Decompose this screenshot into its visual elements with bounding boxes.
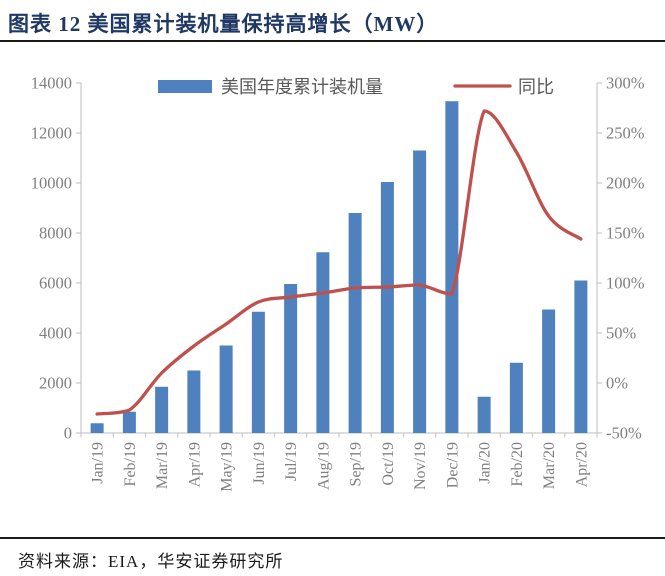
x-axis-label: Oct/19 [380,442,397,486]
y-axis-left-tick-label: 12000 [31,124,72,143]
y-axis-left-tick-label: 6000 [39,274,72,293]
x-axis-label: Apr/19 [186,442,203,487]
legend-bar-swatch [158,80,212,93]
y-axis-left-tick-label: 10000 [31,174,72,193]
y-axis-right-tick-label: 0% [606,374,628,393]
legend-line-label: 同比 [518,77,554,97]
x-axis-label: Sep/19 [348,442,365,486]
y-axis-left-tick-label: 0 [64,424,72,443]
x-axis-label: Feb/20 [509,442,526,486]
y-axis-left-tick-label: 14000 [31,74,72,93]
y-axis-left-tick-label: 2000 [39,374,72,393]
x-axis-label: Jan/19 [90,442,107,484]
bar-Apr/19 [187,370,201,433]
source-divider [0,537,665,539]
bar-Mar/20 [542,309,556,433]
title-divider [0,40,665,42]
bar-Mar/19 [155,386,169,433]
x-axis-label: Feb/19 [122,442,139,486]
bar-Nov/19 [413,150,427,433]
y-axis-left-tick-label: 8000 [39,224,72,243]
bar-Jun/19 [251,311,265,433]
bar-Jan/20 [477,396,491,433]
x-axis-label: Jan/20 [477,442,494,484]
bar-Jul/19 [284,284,298,433]
source-text: 资料来源：EIA，华安证券研究所 [18,552,284,571]
bar-Aug/19 [316,252,330,433]
bar-May/19 [219,345,233,433]
bar-Apr/20 [574,280,588,433]
y-axis-right-tick-label: 50% [606,324,637,343]
x-axis-label: May/19 [219,442,236,492]
bar-Feb/19 [122,411,136,433]
bar-Jan/19 [90,423,104,433]
bar-Oct/19 [380,182,394,433]
x-axis-label: Nov/19 [412,442,429,490]
bar-Feb/20 [509,362,523,433]
x-axis-label: Mar/19 [154,442,171,489]
legend-bar-label: 美国年度累计装机量 [221,77,383,97]
x-axis-label: Dec/19 [444,442,461,488]
y-axis-right-tick-label: 300% [606,74,645,93]
y-axis-right-tick-label: 150% [606,224,645,243]
x-axis-label: Mar/20 [541,442,558,489]
y-axis-right-tick-label: 200% [606,174,645,193]
y-axis-left-tick-label: 4000 [39,324,72,343]
y-axis-right-tick-label: -50% [606,424,642,443]
yoy-line [95,109,583,416]
x-axis-label: Aug/19 [315,442,332,490]
x-axis-label: Jul/19 [283,442,300,481]
bar-Dec/19 [445,101,459,433]
x-axis-label: Jun/19 [251,442,268,485]
y-axis-right-tick-label: 100% [606,274,645,293]
y-axis-right-tick-label: 250% [606,124,645,143]
x-axis-label: Apr/20 [573,442,590,487]
bar-Sep/19 [348,213,362,433]
figure-title: 图表 12 美国累计装机量保持高增长（MW） [8,12,439,36]
